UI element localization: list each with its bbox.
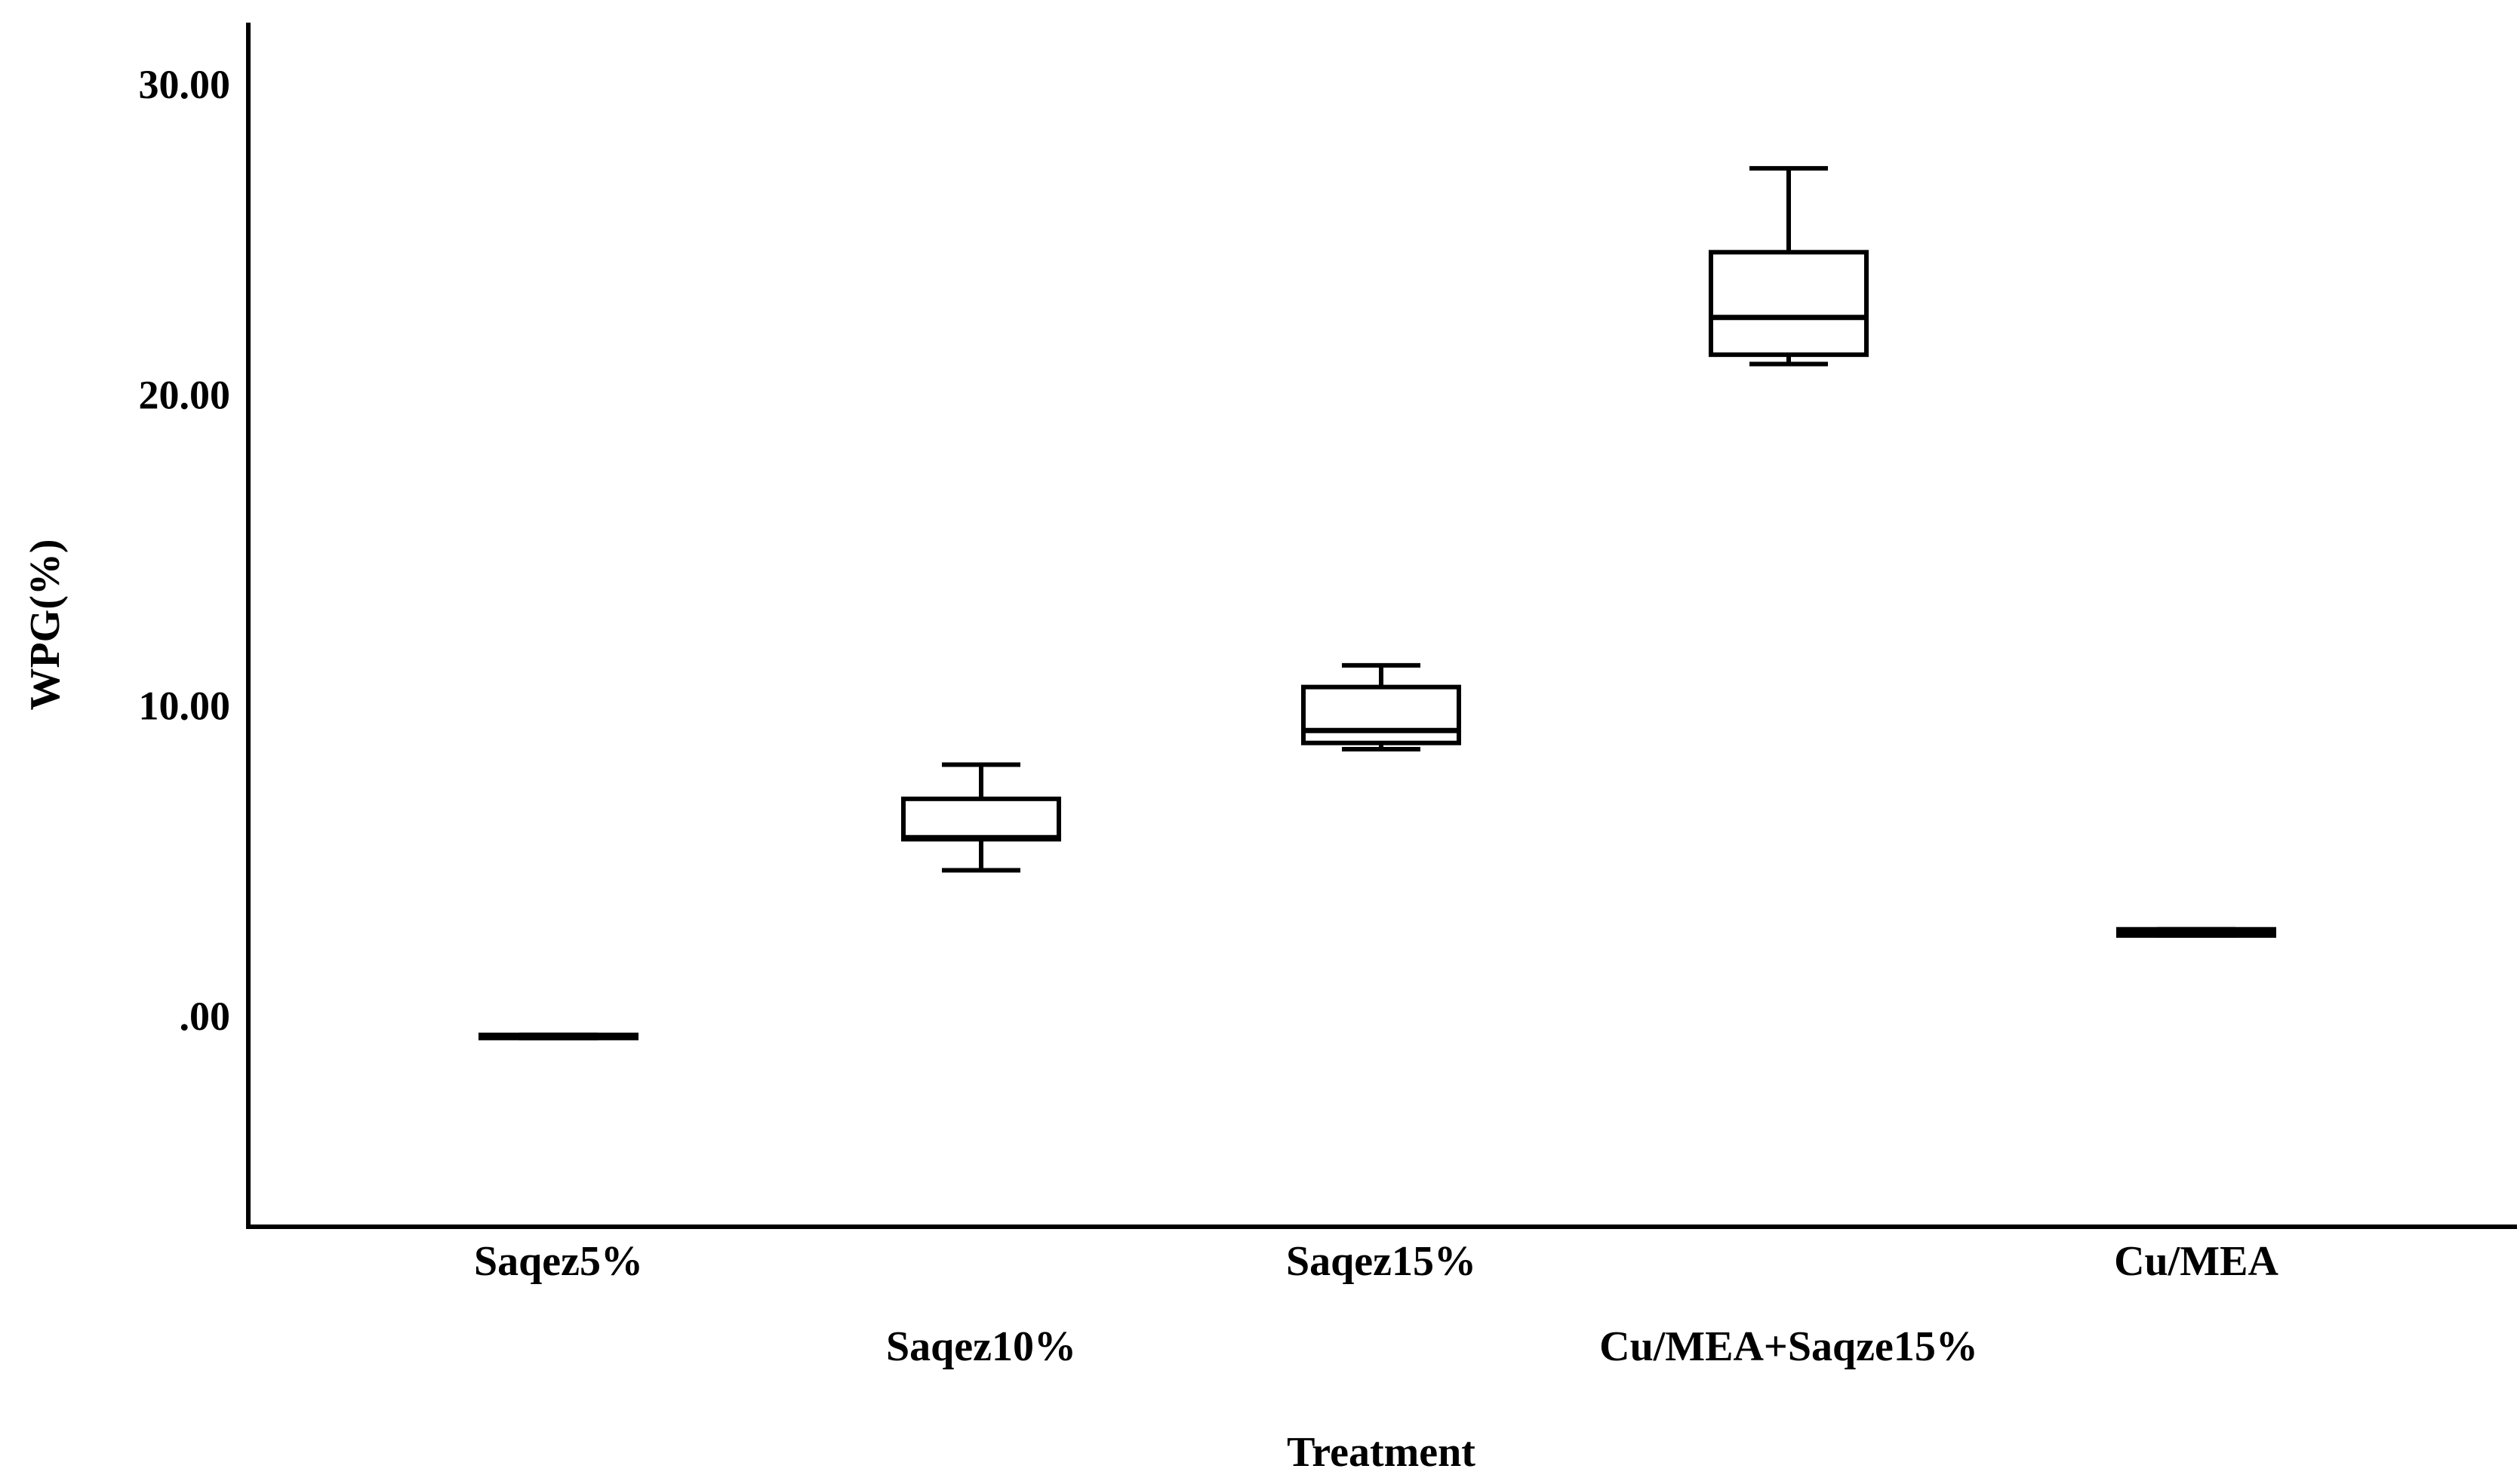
category-label: Cu/MEA (2114, 1238, 2278, 1285)
category-label: Cu/MEA+Saqze15% (1599, 1323, 1978, 1370)
box-iqr (1709, 250, 1869, 358)
box-group (1301, 662, 1461, 751)
x-axis-title: Treatment (1287, 1429, 1475, 1476)
box-group (901, 762, 1061, 873)
y-tick-label: 20.00 (139, 373, 231, 418)
y-tick-label: .00 (180, 994, 231, 1039)
box-group (478, 1032, 638, 1040)
box-group (1709, 166, 1869, 367)
y-tick-label: 10.00 (139, 683, 231, 728)
category-label: Saqez10% (886, 1323, 1076, 1370)
y-tick-labels: .00 10.00 20.00 30.00 (139, 62, 231, 1039)
box-group (2116, 926, 2276, 938)
axes (246, 23, 2517, 1229)
box-iqr (901, 796, 1061, 842)
y-axis-title: WPG(%) (22, 539, 69, 710)
category-label: Saqez15% (1286, 1238, 1476, 1285)
box-iqr (1301, 684, 1461, 745)
y-tick-label: 30.00 (139, 62, 231, 107)
box-series (478, 166, 2276, 1040)
category-labels: Saqez5% Saqez10% Saqez15% Cu/MEA+Saqze15% Cu… (474, 1238, 2278, 1370)
category-label: Saqez5% (474, 1238, 643, 1285)
